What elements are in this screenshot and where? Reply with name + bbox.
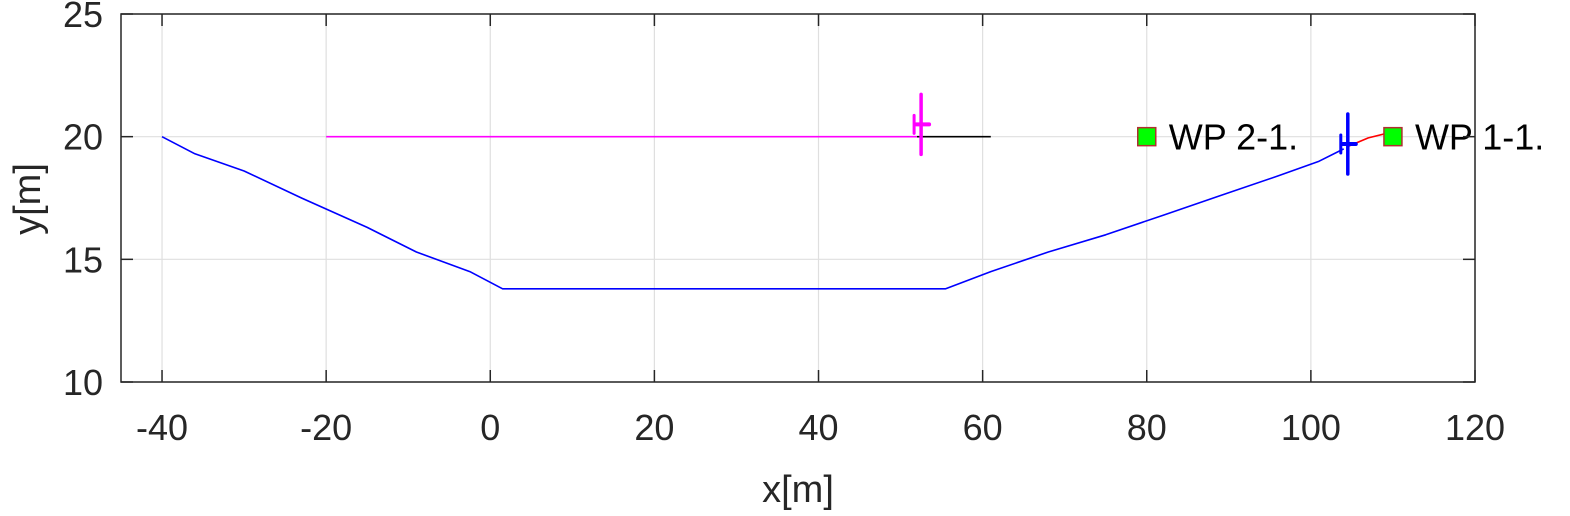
x-tick-label: 60 xyxy=(963,407,1003,448)
y-tick-label: 10 xyxy=(63,362,103,403)
waypoint-label: WP 1-1. xyxy=(1415,117,1544,158)
x-tick-label: 0 xyxy=(480,407,500,448)
waypoints: WP 2-1. WP 1-1. xyxy=(1137,117,1544,158)
y-axis-label: y[m] xyxy=(7,163,49,235)
x-tick-label: 20 xyxy=(634,407,674,448)
waypoint-marker xyxy=(1383,126,1403,147)
waypoint-marker xyxy=(1137,126,1157,147)
vehicle-markers xyxy=(912,92,1358,176)
magenta-vehicle xyxy=(912,92,932,157)
axes-box xyxy=(120,13,1476,383)
x-tick-label: -40 xyxy=(136,407,188,448)
x-tick-label: 80 xyxy=(1127,407,1167,448)
x-tick-label: 120 xyxy=(1445,407,1505,448)
blue-vehicle xyxy=(1339,112,1358,176)
y-tick-label: 20 xyxy=(63,117,103,158)
x-tick-label: -20 xyxy=(300,407,352,448)
tick-labels: -40 -20 0 20 40 60 80 100 120 10 15 20 25 xyxy=(63,0,1505,448)
x-axis-label: x[m] xyxy=(762,469,834,511)
x-tick-label: 40 xyxy=(798,407,838,448)
x-tick-label: 100 xyxy=(1281,407,1341,448)
grid-lines xyxy=(121,13,1476,383)
y-tick-label: 15 xyxy=(63,239,103,280)
y-tick-label: 25 xyxy=(63,0,103,35)
series-line-1 xyxy=(161,135,1345,290)
axes-frame xyxy=(120,13,1476,383)
waypoint-label: WP 2-1. xyxy=(1169,117,1298,158)
